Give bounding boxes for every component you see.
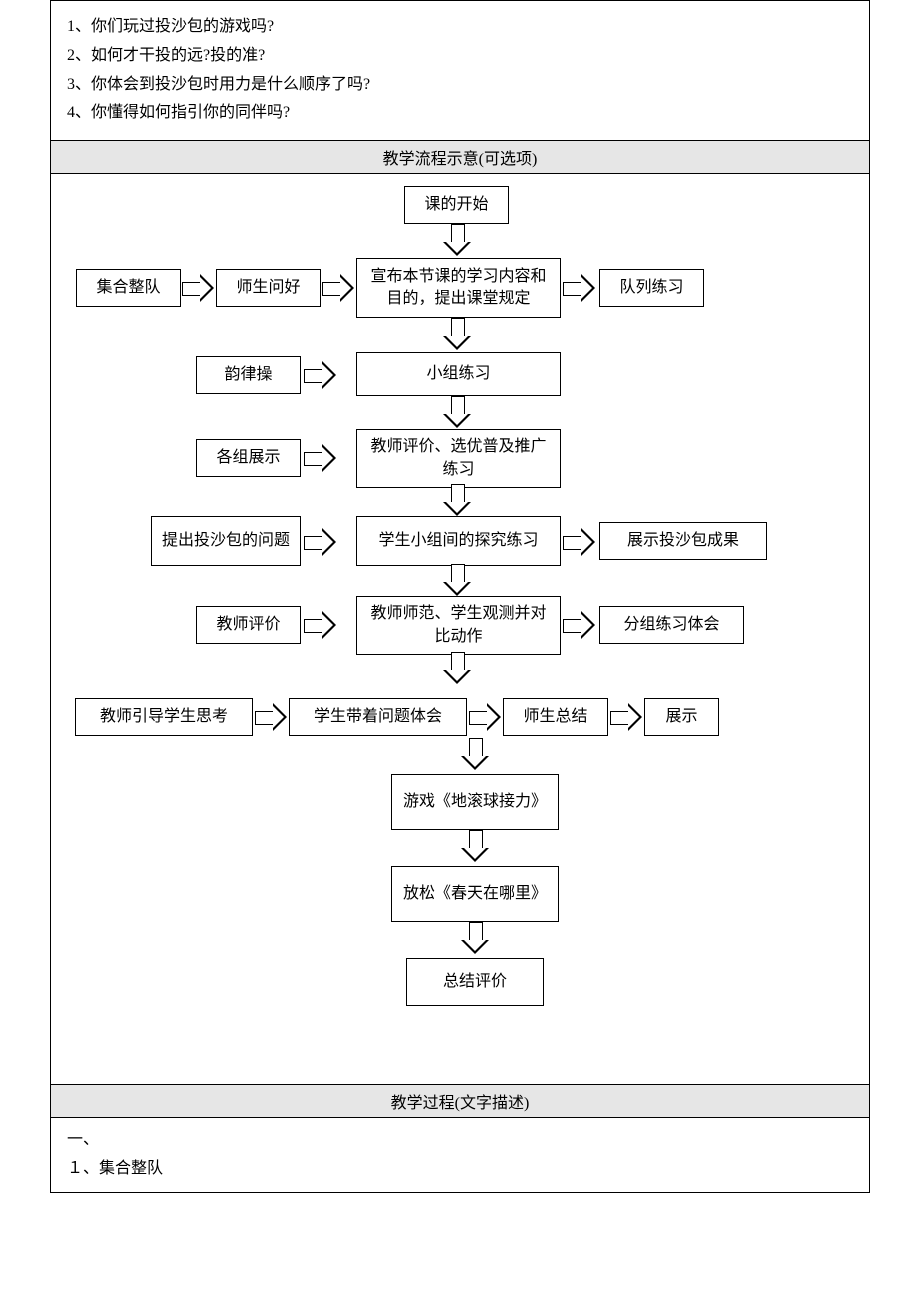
flow-node-final: 总结评价: [406, 958, 544, 1006]
arrow-right-5: [304, 528, 338, 556]
page-container: 1、你们玩过投沙包的游戏吗? 2、如何才干投的远?投的准? 3、你体会到投沙包时…: [50, 0, 870, 1193]
flow-node-group: 小组练习: [356, 352, 561, 396]
arrow-right-4: [304, 444, 338, 472]
arrow-down-5: [443, 652, 471, 686]
flow-node-inquiry: 学生小组间的探究练习: [356, 516, 561, 566]
question-2: 2、如何才干投的远?投的准?: [67, 42, 853, 71]
flow-node-queue: 队列练习: [599, 269, 704, 307]
arrow-right-3: [304, 361, 338, 389]
flow-node-greet: 师生问好: [216, 269, 321, 307]
arrow-right-8: [563, 611, 597, 639]
arrow-down-6: [461, 738, 489, 772]
arrow-right-2: [563, 274, 597, 302]
flow-node-rhythm: 韵律操: [196, 356, 301, 394]
flow-node-show: 各组展示: [196, 439, 301, 477]
process-text-block: 一、 １、集合整队: [51, 1118, 869, 1192]
flow-node-demo: 教师师范、学生观测并对比动作: [356, 596, 561, 655]
process-line-1: 一、: [67, 1126, 853, 1155]
question-1: 1、你们玩过投沙包的游戏吗?: [67, 13, 853, 42]
flow-node-summary: 师生总结: [503, 698, 608, 736]
questions-block: 1、你们玩过投沙包的游戏吗? 2、如何才干投的远?投的准? 3、你体会到投沙包时…: [51, 1, 869, 140]
flow-node-start: 课的开始: [404, 186, 509, 224]
arrow-right-1: [322, 274, 356, 302]
flow-node-teval: 教师评价: [196, 606, 301, 644]
section-process-title: 教学过程(文字描述): [391, 1095, 530, 1112]
flow-node-result: 展示投沙包成果: [599, 522, 767, 560]
question-4: 4、你懂得如何指引你的同伴吗?: [67, 99, 853, 128]
flow-node-question: 提出投沙包的问题: [151, 516, 301, 566]
arrow-right-9: [255, 703, 289, 731]
section-flowchart-header: 教学流程示意(可选项): [51, 140, 869, 174]
section-process-header: 教学过程(文字描述): [51, 1084, 869, 1118]
arrow-down-4: [443, 564, 471, 598]
flow-node-relax: 放松《春天在哪里》: [391, 866, 559, 922]
arrow-right-11: [610, 703, 644, 731]
section-flowchart-title: 教学流程示意(可选项): [383, 151, 538, 168]
question-3: 3、你体会到投沙包时用力是什么顺序了吗?: [67, 71, 853, 100]
arrow-right-10: [469, 703, 503, 731]
flow-node-announce: 宣布本节课的学习内容和目的，提出课堂规定: [356, 258, 561, 318]
flow-node-eval: 教师评价、选优普及推广练习: [356, 429, 561, 488]
arrow-down-8: [461, 922, 489, 956]
flow-node-display: 展示: [644, 698, 719, 736]
flowchart-area: 课的开始集合整队师生问好宣布本节课的学习内容和目的，提出课堂规定队列练习韵律操 小…: [51, 174, 869, 1084]
flow-node-guide: 教师引导学生思考: [75, 698, 253, 736]
flow-node-game: 游戏《地滚球接力》: [391, 774, 559, 830]
flow-node-assembly: 集合整队: [76, 269, 181, 307]
arrow-right-7: [304, 611, 338, 639]
arrow-right-6: [563, 528, 597, 556]
arrow-down-7: [461, 830, 489, 864]
flow-node-practice: 分组练习体会: [599, 606, 744, 644]
arrow-down-1: [443, 318, 471, 352]
arrow-right-0: [182, 274, 216, 302]
arrow-down-2: [443, 396, 471, 430]
arrow-down-3: [443, 484, 471, 518]
arrow-down-0: [443, 224, 471, 258]
flow-node-experience: 学生带着问题体会: [289, 698, 467, 736]
process-line-2: １、集合整队: [67, 1155, 853, 1184]
